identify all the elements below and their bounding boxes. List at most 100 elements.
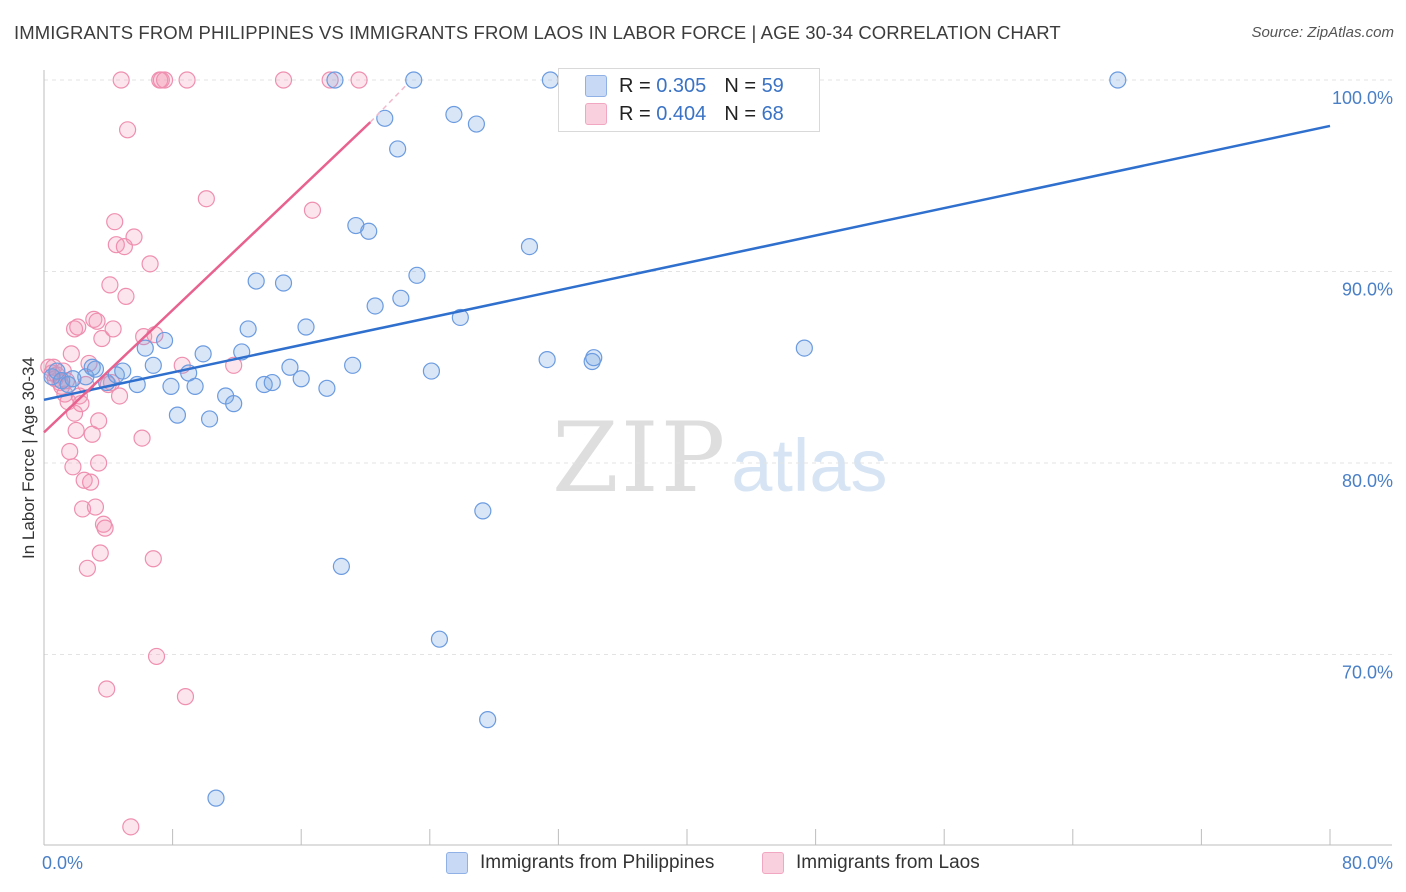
philippines-point <box>408 266 426 284</box>
series-legend-laos: Immigrants from Laos <box>762 852 980 874</box>
series-swatch-laos <box>762 852 784 874</box>
laos-point <box>133 429 151 447</box>
philippines-point <box>194 345 212 363</box>
correlation-legend: R = 0.305 N = 59 R = 0.404 N = 68 <box>558 68 820 132</box>
philippines-point <box>155 331 174 350</box>
trend-lines <box>43 85 1331 434</box>
laos-point <box>117 287 135 305</box>
series-swatch-philippines <box>446 852 468 874</box>
laos-point <box>350 71 368 89</box>
laos-point <box>101 276 119 294</box>
laos-point <box>122 818 140 836</box>
philippines-point <box>538 350 556 369</box>
laos-point <box>110 387 129 405</box>
philippines-point <box>366 297 384 315</box>
laos-point <box>64 458 82 476</box>
x-tick-label: 80.0% <box>1342 853 1393 873</box>
laos-point <box>61 442 79 461</box>
laos-point <box>112 71 130 89</box>
laos-point <box>303 201 322 219</box>
philippines-point <box>281 358 299 376</box>
watermark-zip: ZIP <box>552 402 728 514</box>
philippines-point <box>332 557 350 576</box>
philippines-point <box>520 238 539 256</box>
laos-point <box>98 680 116 698</box>
legend-n-label: N = <box>724 74 756 97</box>
chart-title: IMMIGRANTS FROM PHILIPPINES VS IMMIGRANT… <box>14 22 1061 43</box>
philippines-point <box>344 356 362 374</box>
laos-point <box>178 71 196 89</box>
laos-point <box>75 471 93 489</box>
philippines-point <box>186 377 204 395</box>
laos-point <box>96 519 114 537</box>
laos-point <box>65 404 84 422</box>
y-tick-label: 80.0% <box>1342 471 1393 491</box>
x-tick-label: 0.0% <box>42 853 83 873</box>
philippines-point <box>247 272 265 290</box>
legend-n-value: 68 <box>761 102 784 125</box>
philippines-point <box>263 373 281 392</box>
series-label-philippines: Immigrants from Philippines <box>480 852 715 873</box>
laos-point <box>274 71 293 89</box>
legend-n-value: 59 <box>761 74 784 97</box>
laos-trend-line <box>43 121 372 434</box>
laos-point <box>141 255 159 273</box>
legend-swatch-laos <box>585 103 607 125</box>
philippines-point <box>144 356 162 374</box>
philippines-trend-line <box>43 124 1331 402</box>
philippines-point <box>207 789 225 807</box>
philippines-point <box>467 115 486 133</box>
philippines-point <box>585 349 603 367</box>
legend-row-philippines: R = 0.305 N = 59 <box>585 73 784 99</box>
philippines-point <box>451 308 469 327</box>
philippines-point <box>795 339 813 357</box>
philippines-point <box>162 377 180 395</box>
laos-point <box>321 71 339 89</box>
laos-point <box>82 473 100 491</box>
laos-point <box>62 345 80 363</box>
philippines-point <box>360 222 378 240</box>
laos-point <box>78 559 97 577</box>
laos-point <box>88 312 106 330</box>
laos-point <box>118 121 137 139</box>
chart-source: Source: ZipAtlas.com <box>1251 24 1394 41</box>
legend-r-label: R = <box>619 102 651 125</box>
y-tick-label: 90.0% <box>1342 280 1393 300</box>
y-axis-label: In Labor Force | Age 30-34 <box>19 357 38 559</box>
legend-n-label: N = <box>724 102 756 125</box>
philippines-point <box>48 362 66 380</box>
philippines-point <box>405 71 423 89</box>
laos-point <box>104 320 122 338</box>
watermark: ZIPatlas <box>552 402 888 514</box>
philippines-point <box>422 362 441 380</box>
laos-point <box>147 647 166 666</box>
philippines-point <box>541 71 559 89</box>
philippines-point <box>318 379 336 397</box>
laos-point <box>67 421 85 440</box>
laos-point <box>176 688 195 706</box>
laos-point <box>73 500 92 518</box>
laos-point <box>91 544 109 562</box>
laos-point <box>125 228 143 246</box>
laos-point <box>86 498 105 516</box>
philippines-point <box>376 109 394 127</box>
philippines-point <box>445 105 463 124</box>
series-label-laos: Immigrants from Laos <box>796 852 980 873</box>
laos-point <box>197 190 215 208</box>
tick-labels: 100.0% 90.0% 80.0% 70.0% 0.0% 80.0% In Labor F… <box>19 88 1393 873</box>
laos-point <box>90 454 108 472</box>
legend-swatch-philippines <box>585 75 607 97</box>
legend-r-value: 0.305 <box>656 74 707 97</box>
philippines-point <box>274 274 293 292</box>
series-legend-philippines: Immigrants from Philippines <box>446 852 714 874</box>
laos-point <box>144 550 162 568</box>
philippines-point <box>392 289 410 307</box>
philippines-point <box>474 502 492 520</box>
philippines-point <box>389 140 407 158</box>
philippines-point <box>292 370 310 388</box>
legend-r-label: R = <box>619 74 651 97</box>
laos-point <box>93 329 111 348</box>
legend-r-value: 0.404 <box>656 102 707 125</box>
philippines-point <box>64 370 82 388</box>
